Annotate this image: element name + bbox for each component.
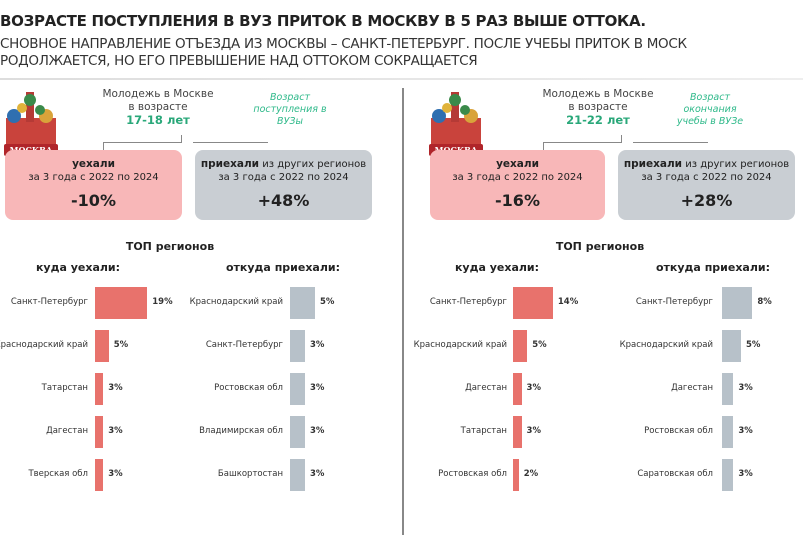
out-region-label: Краснодарский край [0, 340, 88, 350]
age-range: 17-18 лет [126, 113, 190, 127]
out-bar [513, 373, 522, 405]
age-note: Возраст окончания учебы в ВУЗе [676, 92, 744, 127]
in-column-title: откуда приехали: [225, 261, 341, 274]
bracket-stem [181, 135, 182, 143]
out-column-title: куда уехали: [454, 261, 540, 274]
in-bar [722, 287, 753, 319]
out-bar [513, 416, 522, 448]
in-bar [290, 373, 305, 405]
out-bar [95, 416, 104, 448]
out-bar [513, 287, 553, 319]
in-bar-value: 3% [310, 426, 325, 436]
in-bar-value: 5% [746, 340, 761, 350]
in-region-label: Ростовская обл [644, 426, 713, 436]
out-bar-value: 5% [532, 340, 547, 350]
out-bar-value: 3% [526, 426, 541, 436]
in-bar-value: 8% [757, 297, 772, 307]
bracket-stem [621, 135, 622, 143]
out-bar-value: 3% [108, 383, 123, 393]
panel-1: МОСКВА Молодежь в Москве в возрасте17-18… [0, 80, 378, 535]
youth-label: Молодежь в Москве в возрасте 21-22 лет [542, 88, 654, 127]
out-bar [95, 330, 109, 362]
in-region-label: Краснодарский край [189, 297, 283, 307]
subtitle-line-2: РОДОЛЖАЕТСЯ, НО ЕГО ПРЕВЫШЕНИЕ НАД ОТТОК… [0, 53, 478, 69]
out-bar-value: 19% [152, 297, 173, 307]
out-region-label: Ростовская обл [438, 469, 507, 479]
in-bar [722, 373, 734, 405]
out-column-title: куда уехали: [35, 261, 121, 274]
in-bar-value: 3% [310, 383, 325, 393]
header-divider [0, 78, 803, 80]
top-regions-title: ТОП регионов [555, 240, 645, 253]
panel-divider [402, 88, 404, 535]
in-region-label: Башкортостан [217, 469, 283, 479]
out-bar [513, 459, 519, 491]
in-region-label: Санкт-Петербург [635, 297, 713, 307]
bracket-left [103, 142, 181, 150]
age-range: 21-22 лет [566, 113, 630, 127]
in-bar [290, 459, 305, 491]
out-region-label: Дагестан [46, 426, 88, 436]
outflow-value: -16% [495, 191, 540, 210]
out-bar-value: 3% [108, 426, 123, 436]
inflow-card: приехали из других регионов за 3 года с 2… [618, 150, 795, 220]
in-bar [290, 287, 315, 319]
out-bar-value: 3% [526, 383, 541, 393]
in-region-label: Саратовская обл [637, 469, 713, 479]
out-bar-value: 2% [523, 469, 539, 479]
out-bar [513, 330, 528, 362]
page-title: ВОЗРАСТЕ ПОСТУПЛЕНИЯ В ВУЗ ПРИТОК В МОСК… [0, 12, 646, 30]
in-bar [290, 416, 305, 448]
outflow-value: -10% [71, 191, 116, 210]
in-region-label: Дагестан [671, 383, 713, 393]
in-bar-value: 3% [738, 426, 753, 436]
youth-label: Молодежь в Москве в возрасте 17-18 лет [102, 88, 214, 127]
in-bar [290, 330, 305, 362]
panel-2: МОСКВА Молодежь в Москве в возрасте21-22… [414, 80, 803, 535]
inflow-card: приехали из других регионов за 3 года с 2… [195, 150, 372, 220]
out-region-label: Татарстан [460, 426, 507, 436]
in-column-title: откуда приехали: [655, 261, 771, 274]
out-bar [95, 287, 148, 319]
in-bar-value: 3% [310, 340, 325, 350]
out-region-label: Санкт-Петербург [429, 297, 507, 307]
in-bar-value: 3% [738, 383, 753, 393]
out-bar-value: 3% [108, 469, 123, 479]
bracket-left [543, 142, 621, 150]
in-bar [722, 416, 734, 448]
inflow-value: +48% [257, 191, 310, 210]
inflow-value: +28% [680, 191, 733, 210]
out-bar-value: 5% [113, 340, 129, 350]
out-bar [95, 459, 104, 491]
age-note: Возраст поступления в ВУЗы [253, 92, 327, 127]
in-region-label: Владимирская обл [199, 426, 283, 436]
in-bar [722, 330, 741, 362]
in-region-label: Краснодарский край [619, 340, 713, 350]
out-region-label: Татарстан [41, 383, 88, 393]
out-region-label: Дагестан [465, 383, 507, 393]
out-region-label: Тверская обл [28, 469, 88, 479]
in-bar-value: 3% [310, 469, 325, 479]
top-regions-title: ТОП регионов [125, 240, 215, 253]
in-region-label: Ростовская обл [214, 383, 283, 393]
subtitle-line-1: СНОВНОЕ НАПРАВЛЕНИЕ ОТЪЕЗДА ИЗ МОСКВЫ – … [0, 36, 687, 52]
in-region-label: Санкт-Петербург [205, 340, 283, 350]
out-bar-value: 14% [557, 297, 579, 307]
left-outflow-card: уехали за 3 года с 2022 по 2024 -16% [430, 150, 605, 220]
in-bar-value: 5% [320, 297, 335, 307]
in-bar [722, 459, 734, 491]
in-bar-value: 3% [738, 469, 753, 479]
out-region-label: Краснодарский край [413, 340, 507, 350]
left-outflow-card: уехали за 3 года с 2022 по 2024 -10% [5, 150, 182, 220]
out-region-label: Санкт-Петербург [10, 297, 88, 307]
out-bar [95, 373, 104, 405]
